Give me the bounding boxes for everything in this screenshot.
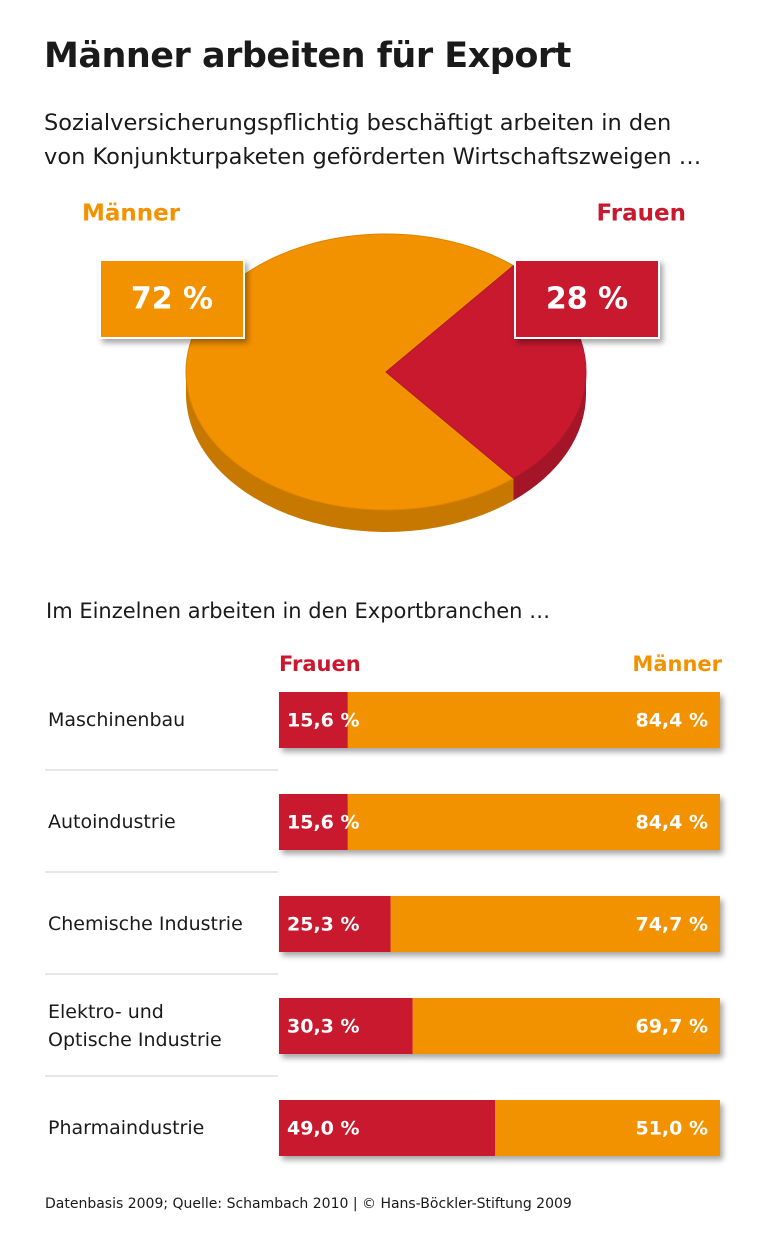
bar-segment xyxy=(347,794,720,850)
bar-row xyxy=(279,896,720,952)
pie-slice xyxy=(185,233,515,511)
category-label: Elektro- und Optische Industrie xyxy=(48,1001,222,1051)
value-label: 25,3 % xyxy=(287,914,360,936)
bar-segment xyxy=(279,794,348,850)
legend-label: Frauen xyxy=(279,652,361,676)
bar-segment xyxy=(390,896,720,952)
value-label: 84,4 % xyxy=(635,710,708,732)
bar-segment xyxy=(279,896,391,952)
value-box xyxy=(99,259,245,339)
value-label: 72 % xyxy=(131,282,213,317)
category-label: Frauen xyxy=(597,201,686,227)
bar-row xyxy=(279,692,720,748)
category-label: Autoindustrie xyxy=(48,811,176,833)
bar-chart: Im Einzelnen arbeiten in den Exportbranc… xyxy=(45,599,723,1156)
pie-chart: 72 % Männer 28 % Frauen xyxy=(82,201,686,532)
bar-segment xyxy=(279,1100,496,1156)
value-label: 49,0 % xyxy=(287,1118,360,1140)
title: Männer arbeiten für Export xyxy=(44,36,571,76)
bar-row xyxy=(279,794,720,850)
chart-subtitle: Im Einzelnen arbeiten in den Exportbranc… xyxy=(46,599,550,623)
bar-segment xyxy=(279,998,413,1054)
value-label: 69,7 % xyxy=(635,1016,708,1038)
category-label: Chemische Industrie xyxy=(48,913,243,935)
bar-row xyxy=(279,1100,720,1156)
value-label: 30,3 % xyxy=(287,1016,360,1038)
bar-segment xyxy=(495,1100,720,1156)
pie-side xyxy=(513,372,586,501)
bar-row xyxy=(279,998,720,1054)
value-label: 15,6 % xyxy=(287,812,360,834)
subtitle: Sozialversicherungspflichtig beschäftigt… xyxy=(44,110,702,170)
category-label: Maschinenbau xyxy=(48,709,186,731)
value-label: 74,7 % xyxy=(635,914,708,936)
category-label: Männer xyxy=(82,201,181,227)
bar-segment xyxy=(412,998,720,1054)
bar-segment xyxy=(347,692,720,748)
value-label: 51,0 % xyxy=(635,1118,708,1140)
value-label: 84,4 % xyxy=(635,812,708,834)
bar-segment xyxy=(279,692,348,748)
source: Datenbasis 2009; Quelle: Schambach 2010 … xyxy=(45,1196,572,1212)
value-box xyxy=(514,259,660,339)
value-label: 28 % xyxy=(546,282,628,317)
legend-label: Männer xyxy=(632,652,722,676)
pie-side xyxy=(186,372,514,532)
category-label: Pharmaindustrie xyxy=(48,1117,205,1139)
value-label: 15,6 % xyxy=(287,710,360,732)
